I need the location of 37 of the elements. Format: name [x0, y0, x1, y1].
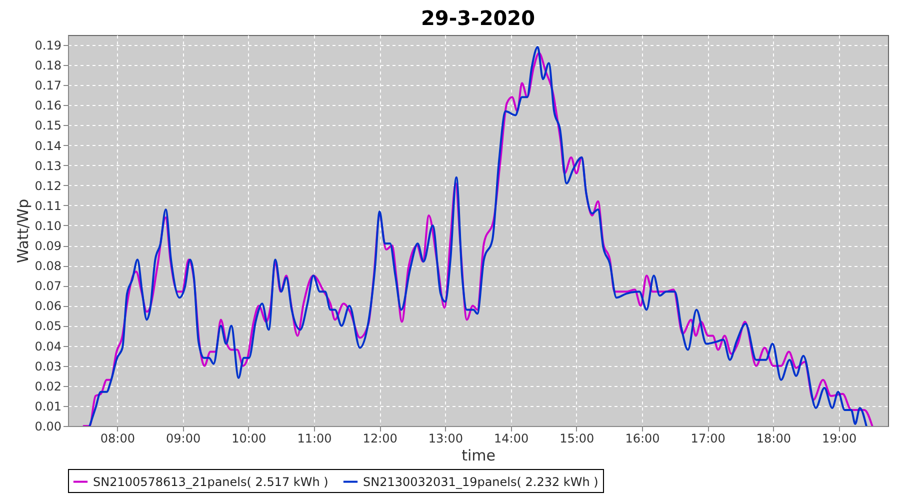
legend-label: SN2130032031_19panels( 2.232 kWh ) [363, 474, 598, 489]
y-tick-label: 0.03 [34, 359, 62, 374]
y-tick-label: 0.16 [34, 98, 62, 113]
y-tick-label: 0.09 [34, 239, 62, 254]
x-tick-label: 12:00 [362, 432, 398, 446]
y-tick-label: 0.13 [34, 158, 62, 173]
y-tick-label: 0.14 [34, 138, 62, 153]
x-tick-label: 16:00 [625, 432, 660, 446]
x-tick-label: 08:00 [100, 432, 135, 446]
x-tick-label: 19:00 [822, 432, 857, 446]
chart-title: 29-3-2020 [420, 6, 536, 30]
y-tick-label: 0.11 [34, 198, 62, 213]
x-tick-label: 11:00 [297, 432, 332, 446]
y-tick-label: 0.00 [34, 420, 62, 434]
y-tick-label: 0.12 [34, 178, 62, 193]
x-tick-label: 09:00 [166, 432, 201, 446]
x-tick-label: 15:00 [560, 432, 594, 446]
y-tick-label: 0.10 [34, 218, 62, 233]
legend-label: SN2100578613_21panels( 2.517 kWh ) [93, 474, 328, 489]
x-tick-label: 13:00 [428, 432, 463, 446]
y-tick-label: 0.15 [34, 118, 62, 133]
y-tick-label: 0.01 [34, 399, 62, 414]
y-tick-label: 0.17 [34, 78, 62, 93]
y-tick-label: 0.06 [34, 299, 62, 314]
y-tick-label: 0.05 [34, 319, 62, 334]
y-tick-label: 0.04 [34, 339, 62, 354]
y-tick-label: 0.07 [34, 279, 62, 294]
x-axis-title: time [462, 446, 496, 464]
y-tick-label: 0.19 [34, 38, 62, 53]
y-tick-label: 0.02 [34, 379, 62, 394]
x-tick-label: 17:00 [690, 432, 726, 446]
y-tick-label: 0.08 [34, 259, 62, 274]
x-tick-label: 18:00 [756, 432, 791, 446]
x-tick-label: 10:00 [232, 432, 266, 446]
x-tick-label: 14:00 [494, 432, 529, 446]
y-tick-label: 0.18 [34, 58, 62, 73]
y-axis-title: Watt/Wp [14, 198, 32, 264]
